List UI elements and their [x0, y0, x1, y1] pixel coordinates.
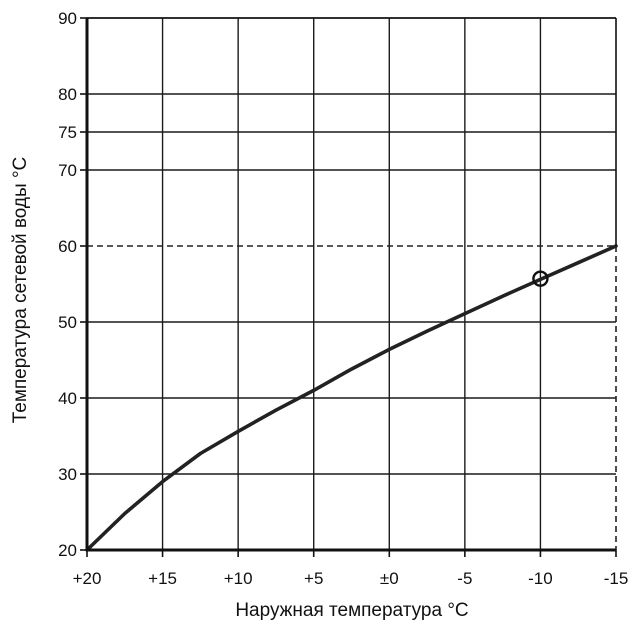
y-tick-label: 30 [58, 465, 77, 484]
x-tick-label: +10 [224, 569, 253, 588]
y-tick-label: 70 [58, 161, 77, 180]
y-tick-label: 75 [58, 123, 77, 142]
y-tick-label: 40 [58, 389, 77, 408]
y-tick-label: 80 [58, 85, 77, 104]
y-tick-label: 20 [58, 541, 77, 560]
x-tick-label: -10 [528, 569, 553, 588]
x-tick-label: +15 [148, 569, 177, 588]
y-tick-label: 60 [58, 237, 77, 256]
y-tick-label: 50 [58, 313, 77, 332]
x-tick-label: +20 [73, 569, 102, 588]
x-tick-label: -5 [457, 569, 472, 588]
x-axis-label: Наружная температура °C [235, 600, 468, 621]
y-tick-labels: 20 30 40 50 60 70 75 80 90 [58, 9, 87, 560]
y-axis-label: Температура сетевой воды °C [10, 157, 31, 424]
x-tick-label: ±0 [380, 569, 399, 588]
x-tick-labels: +20 +15 +10 +5 ±0 -5 -10 -15 [73, 550, 629, 588]
x-tick-label: +5 [304, 569, 323, 588]
x-tick-label: -15 [604, 569, 629, 588]
y-tick-label: 90 [58, 9, 77, 28]
